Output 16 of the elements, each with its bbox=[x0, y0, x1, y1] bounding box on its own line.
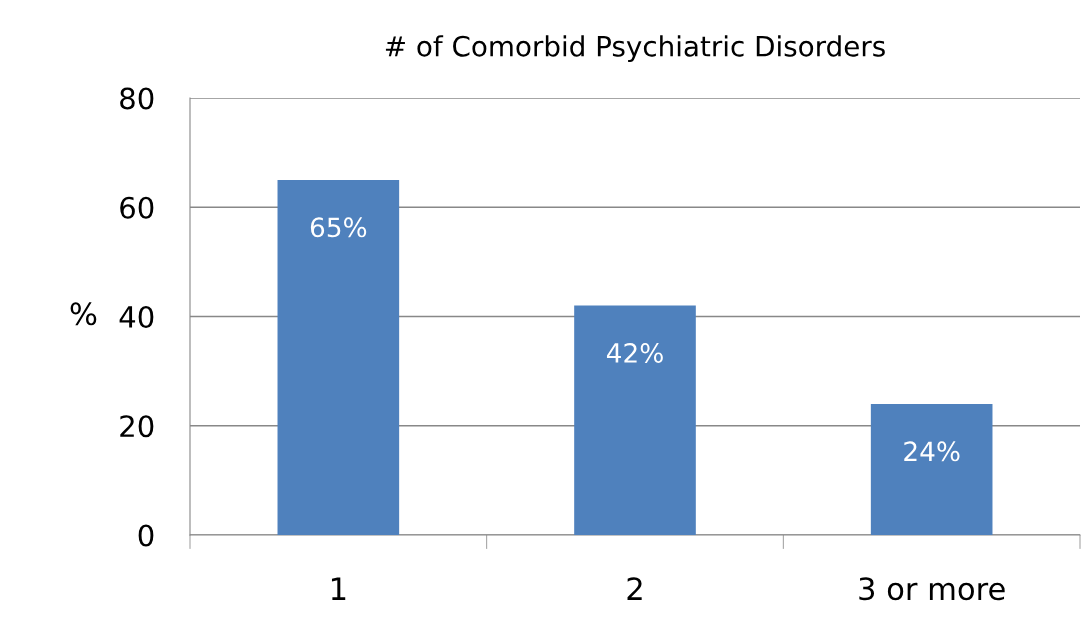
x-tick-label: 1 bbox=[331, 577, 346, 600]
y-tick-label: 80 bbox=[120, 87, 154, 110]
y-axis-title: % bbox=[70, 302, 97, 326]
bar bbox=[277, 179, 400, 535]
x-tick-label: 2 bbox=[627, 577, 642, 600]
bar bbox=[574, 305, 696, 535]
x-tick-label: 3 or more bbox=[859, 577, 1005, 601]
data-label: 42% bbox=[606, 343, 663, 363]
y-tick-label: 40 bbox=[119, 305, 154, 328]
y-tick-label: 20 bbox=[120, 415, 154, 438]
y-tick-label: 0 bbox=[138, 524, 154, 547]
chart-title: # of Comorbid Psychiatric Disorders bbox=[385, 35, 885, 63]
bar bbox=[870, 403, 993, 535]
data-label: 65% bbox=[310, 217, 367, 238]
y-tick-label: 60 bbox=[120, 196, 154, 219]
data-label: 24% bbox=[904, 441, 960, 462]
